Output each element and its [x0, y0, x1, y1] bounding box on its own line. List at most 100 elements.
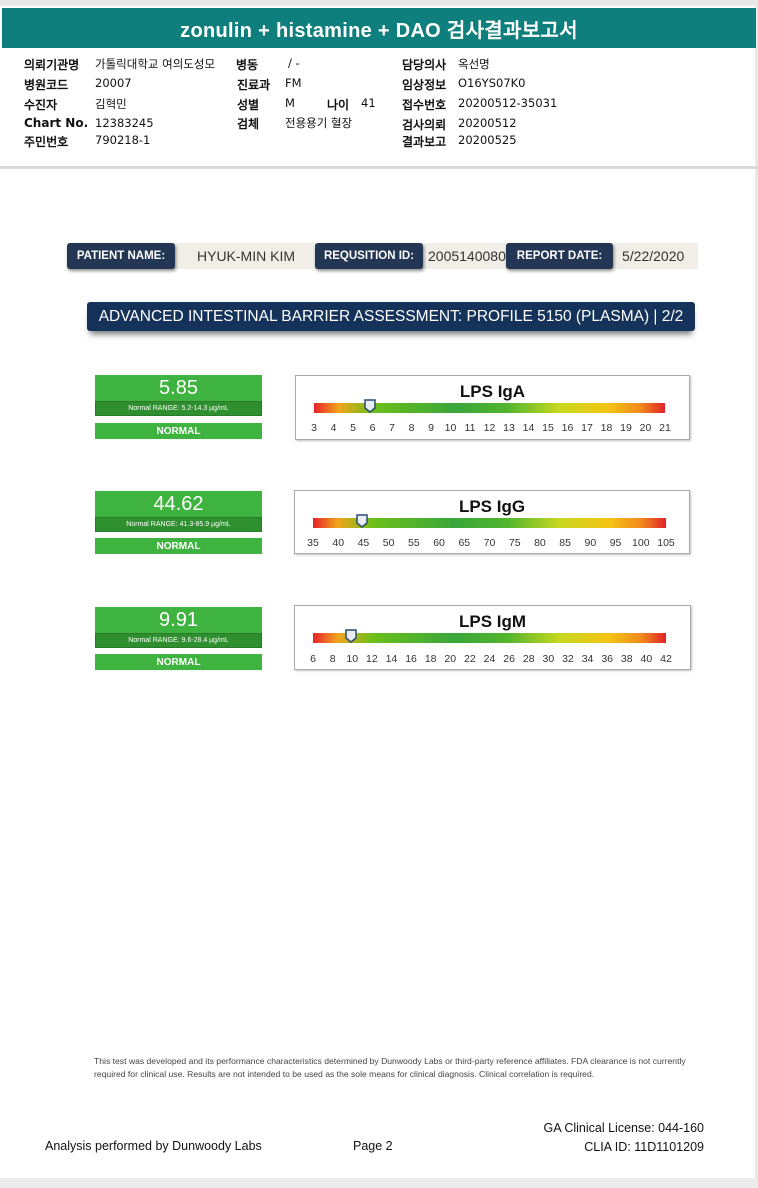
status-badge: NORMAL [95, 423, 262, 439]
scale-tick-label: 6 [369, 422, 376, 434]
specimen-label: 검체 [237, 117, 260, 131]
scale-tick-label: 18 [600, 422, 613, 434]
right-frame [755, 0, 758, 1188]
scale-tick-label: 9 [428, 422, 434, 434]
gauge-title: LPS IgM [458, 612, 527, 631]
receipt-label: 접수번호 [402, 98, 447, 112]
result-date-value: 20200525 [458, 133, 517, 147]
scale-tick-label: 12 [483, 422, 496, 434]
scale-tick-label: 17 [581, 422, 593, 434]
scale-tick-label: 20 [639, 422, 652, 434]
top-frame [0, 0, 758, 6]
age-label: 나이 [327, 98, 350, 112]
scale-tick-label: 40 [640, 653, 653, 665]
scale-tick-label: 38 [620, 653, 633, 665]
status-badge: NORMAL [95, 654, 262, 670]
gauge-panel: LPS IgA 3 4 5 6 7 8 9 10 11 12 13 14 15 16 17 18 19 20 21 [295, 375, 690, 440]
scale-tick-label: 24 [483, 653, 496, 665]
gauge-scale: 6 8 10 12 14 16 18 20 22 24 26 28 30 32 34 36 38 40 42 [310, 653, 672, 667]
gauge-scale: 35 40 45 50 55 60 65 70 75 80 85 90 95 100 105 [307, 537, 675, 551]
hospital-value: 가톨릭대학교 여의도성모 [95, 57, 216, 71]
result-value: 9.91 [159, 609, 198, 631]
scale-tick-label: 35 [307, 537, 319, 549]
hospital-label: 의뢰기관명 [24, 58, 80, 72]
scale-tick-label: 28 [522, 653, 535, 665]
sex-label: 성별 [237, 98, 260, 112]
scale-tick-label: 36 [601, 653, 613, 665]
scale-tick-label: 12 [365, 653, 378, 665]
value-box: 9.91 Normal RANGE: 9.6-28.4 μg/mL [95, 607, 262, 648]
scale-tick-label: 10 [346, 653, 359, 665]
scale-tick-label: 8 [329, 653, 336, 665]
scale-tick-label: 100 [632, 537, 650, 549]
scale-tick-label: 90 [584, 537, 597, 549]
scale-tick-label: 75 [508, 537, 521, 549]
patient-name-value: HYUK-MIN KIM [197, 248, 295, 264]
age-value: 41 [361, 96, 376, 110]
scale-tick-label: 95 [609, 537, 622, 549]
doctor-label: 담당의사 [402, 58, 447, 72]
result-marker-icon [345, 629, 358, 643]
chart-label: Chart No. [24, 116, 89, 130]
report-date-label: REPORT DATE: [506, 243, 613, 269]
gauge-title: LPS IgA [459, 382, 526, 401]
bottom-frame [0, 1178, 758, 1188]
scale-tick-label: 16 [405, 653, 417, 665]
gauge-panel: LPS IgM 6 8 10 12 14 16 18 20 22 24 26 28 30 32 34 36 38… [294, 605, 691, 670]
assessment-banner: ADVANCED INTESTINAL BARRIER ASSESSMENT: … [87, 302, 695, 331]
ward-label: 병동 [236, 58, 259, 72]
scale-tick-label: 10 [444, 422, 457, 434]
scale-tick-label: 85 [559, 537, 571, 549]
department-value: FM [285, 76, 302, 90]
scale-tick-label: 5 [350, 422, 356, 434]
resident-id-label: 주민번호 [24, 135, 69, 149]
page-number: Page 2 [353, 1139, 393, 1153]
scale-tick-label: 30 [542, 653, 555, 665]
clinical-info-label: 임상정보 [402, 78, 447, 92]
scale-tick-label: 45 [357, 537, 370, 549]
scale-tick-label: 15 [542, 422, 554, 434]
scale-tick-label: 19 [620, 422, 632, 434]
gauge-title: LPS IgG [458, 497, 526, 516]
value-box: 5.85 Normal RANGE: 5.2-14.3 μg/mL [95, 375, 262, 416]
examinee-value: 김혁민 [95, 97, 127, 111]
scale-tick-label: 16 [561, 422, 574, 434]
scale-tick-label: 40 [332, 537, 345, 549]
requisition-id-value: 2005140080 [428, 248, 506, 264]
scale-tick-label: 21 [659, 422, 671, 434]
hospital-code-value: 20007 [95, 76, 132, 90]
requisition-id-label: REQUSITION ID: [315, 243, 423, 269]
gauge-bar [314, 403, 665, 413]
scale-tick-label: 4 [330, 422, 337, 434]
clinical-license: GA Clinical License: 044-160 [543, 1121, 704, 1135]
value-box: 44.62 Normal RANGE: 41.3-85.9 μg/mL [95, 491, 262, 532]
chart-value: 12383245 [95, 116, 154, 130]
disclaimer-text: This test was developed and its performa… [94, 1056, 686, 1079]
resident-id-value: 790218-1 [95, 133, 151, 147]
report-date-value: 5/22/2020 [622, 248, 685, 264]
clinical-info-value: O16YS07K0 [458, 76, 526, 90]
scale-tick-label: 50 [382, 537, 395, 549]
scale-tick-label: 22 [464, 653, 476, 665]
scale-tick-label: 11 [464, 422, 476, 434]
examinee-label: 수진자 [24, 98, 58, 112]
scale-tick-label: 14 [522, 422, 535, 434]
receipt-value: 20200512-35031 [458, 96, 558, 110]
gauge-bar [313, 518, 666, 528]
result-date-label: 결과보고 [402, 135, 447, 149]
scale-tick-label: 18 [424, 653, 437, 665]
scale-tick-label: 70 [483, 537, 496, 549]
department-label: 진료과 [237, 78, 271, 92]
gauge-scale: 3 4 5 6 7 8 9 10 11 12 13 14 15 16 17 18 19 20 21 [311, 422, 671, 436]
normal-range: Normal RANGE: 41.3-85.9 μg/mL [95, 517, 262, 532]
result-value: 44.62 [153, 493, 204, 515]
scale-tick-label: 65 [458, 537, 471, 549]
scale-tick-label: 7 [389, 422, 395, 434]
normal-range: Normal RANGE: 9.6-28.4 μg/mL [95, 633, 262, 648]
report-title: zonulin + histamine + DAO 검사결과보고서 [2, 8, 756, 48]
scale-tick-label: 34 [581, 653, 594, 665]
ward-value: / - [288, 56, 300, 70]
hospital-code-label: 병원코드 [24, 78, 69, 92]
scale-tick-label: 6 [310, 653, 316, 665]
result-value: 5.85 [159, 377, 198, 399]
